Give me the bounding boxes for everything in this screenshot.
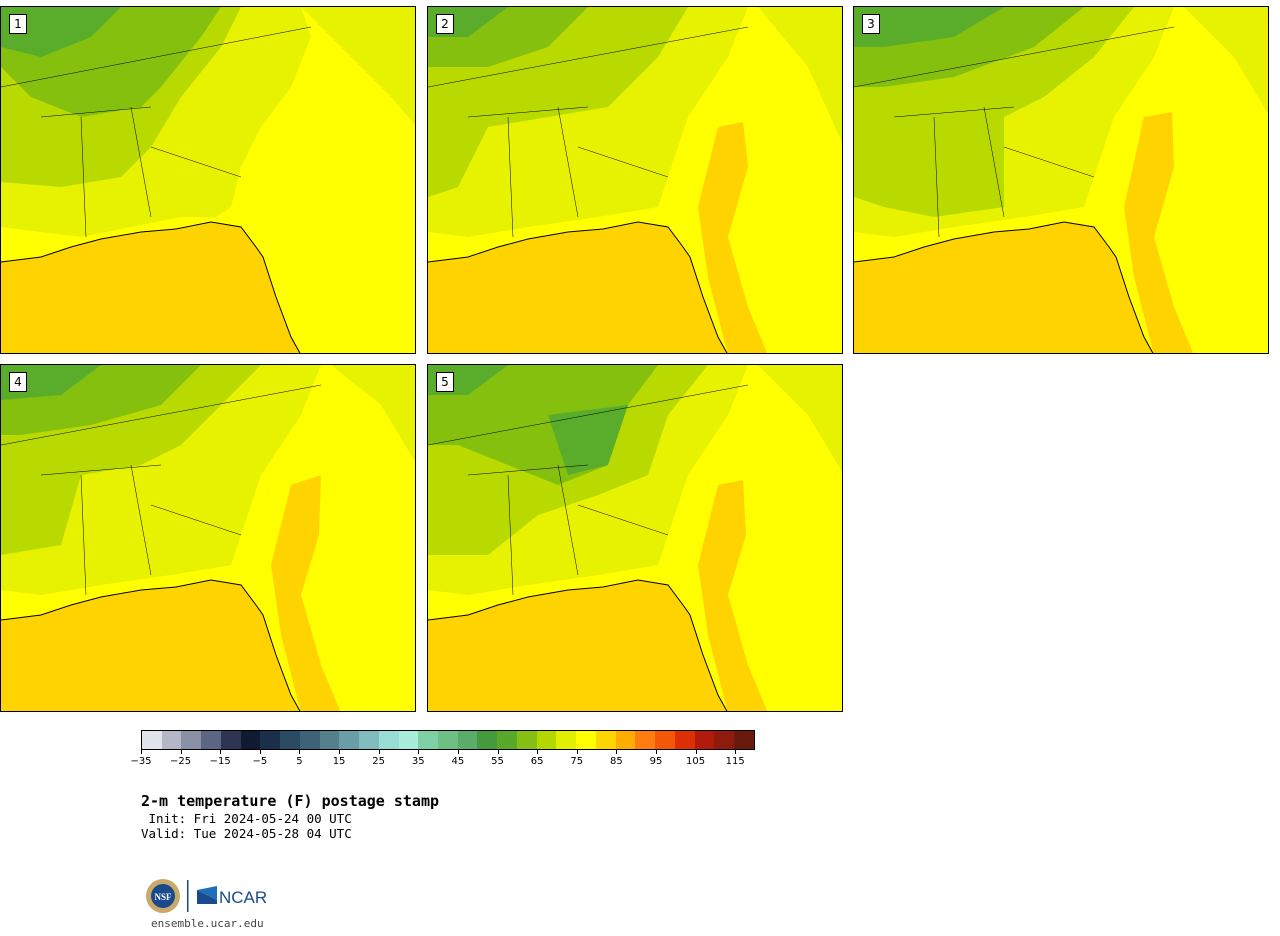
map-panel-5: 5 (427, 364, 843, 712)
colorbar (141, 730, 755, 750)
colorbar-tick (735, 750, 737, 754)
colorbar-cell (280, 731, 300, 749)
colorbar-tick-label: −25 (170, 756, 192, 767)
colorbar-cell (220, 731, 241, 749)
colorbar-tick-label: 15 (332, 756, 346, 767)
colorbar-cell (576, 731, 596, 749)
colorbar-tick (299, 750, 301, 754)
chart-title: 2-m temperature (F) postage stamp (141, 792, 440, 810)
colorbar-ticks: −35 −25 −15 −5 5 15 25 35 45 55 65 75 85 95 105 115 (130, 750, 755, 770)
colorbar-cell (438, 731, 458, 749)
colorbar-tick-label: 65 (530, 756, 544, 767)
colorbar-tick (180, 750, 182, 754)
colorbar-tick-label: −35 (130, 756, 152, 767)
colorbar-cell (398, 731, 419, 749)
panel-label: 3 (862, 14, 880, 34)
map-5 (428, 365, 842, 711)
colorbar-cell (457, 731, 478, 749)
colorbar-cell (477, 731, 498, 749)
map-panel-4: 4 (0, 364, 416, 712)
colorbar-tick-label: 45 (451, 756, 465, 767)
panel-label: 1 (9, 14, 27, 34)
colorbar-tick (220, 750, 222, 754)
colorbar-tick-label: 25 (372, 756, 386, 767)
colorbar-tick-label: 55 (491, 756, 504, 767)
colorbar-tick-label: 5 (296, 756, 303, 767)
colorbar-tick (537, 750, 539, 754)
colorbar-cell (418, 731, 439, 749)
nsf-seal-inner (151, 884, 175, 908)
colorbar-tick (497, 750, 499, 754)
colorbar-cell (181, 731, 202, 749)
map-panel-1: 1 (0, 6, 416, 354)
colorbar-cell (694, 731, 715, 749)
logo-group: NSF NCAR (145, 876, 275, 916)
panel-label: 4 (9, 372, 27, 392)
colorbar-tick-label: 95 (649, 756, 663, 767)
colorbar-tick (695, 750, 697, 754)
colorbar-cell (201, 731, 221, 749)
map-panel-2: 2 (427, 6, 843, 354)
colorbar-tick-label: 75 (570, 756, 584, 767)
colorbar-tick (418, 750, 420, 754)
colorbar-cell (161, 731, 182, 749)
map-2 (428, 7, 842, 353)
colorbar-tick-label: 85 (609, 756, 623, 767)
colorbar-tick-label: 115 (725, 756, 745, 767)
colorbar-cell (714, 731, 735, 749)
valid-time: Valid: Tue 2024-05-28 04 UTC (141, 826, 352, 841)
colorbar-cell (142, 731, 162, 749)
colorbar-tick (141, 750, 142, 754)
colorbar-tick (616, 750, 618, 754)
colorbar-tick (378, 750, 380, 754)
nsf-ncar-logo: NSF NCAR (146, 879, 267, 913)
ncar-mark (197, 890, 217, 904)
colorbar-cell (319, 731, 340, 749)
colorbar-cell (260, 731, 281, 749)
colorbar-cell (497, 731, 517, 749)
panel-label: 2 (436, 14, 454, 34)
colorbar-tick (259, 750, 261, 754)
colorbar-cell (615, 731, 636, 749)
colorbar-cell (734, 731, 754, 749)
colorbar-tick (339, 750, 341, 754)
colorbar-cell (635, 731, 656, 749)
colorbar-tick (576, 750, 578, 754)
colorbar-tick (457, 750, 459, 754)
colorbar-cell (378, 731, 399, 749)
colorbar-cell (516, 731, 537, 749)
map-1 (1, 7, 415, 353)
colorbar-tick-label: −5 (252, 756, 268, 767)
colorbar-tick (655, 750, 657, 754)
ncar-wordmark: NCAR (219, 888, 267, 907)
colorbar-cell (359, 731, 379, 749)
map-4 (1, 365, 415, 711)
colorbar-cell (240, 731, 261, 749)
colorbar-tick-label: 35 (411, 756, 425, 767)
colorbar-cell (595, 731, 616, 749)
site-url: ensemble.ucar.edu (151, 917, 264, 930)
colorbar-cell (556, 731, 577, 749)
colorbar-cell (674, 731, 695, 749)
colorbar-cell (536, 731, 557, 749)
colorbar-cell (299, 731, 320, 749)
colorbar-cell (339, 731, 360, 749)
title-block: 2-m temperature (F) postage stamp Init: … (141, 791, 439, 841)
colorbar-tick-label: 105 (686, 756, 706, 767)
init-time: Init: Fri 2024-05-24 00 UTC (141, 811, 352, 826)
logo-divider (187, 880, 189, 912)
colorbar-cell (655, 731, 675, 749)
map-panel-3: 3 (853, 6, 1269, 354)
nsf-seal-text: NSF (154, 892, 172, 902)
panel-label: 5 (436, 372, 454, 392)
colorbar-tick-label: −15 (209, 756, 231, 767)
map-3 (854, 7, 1268, 353)
